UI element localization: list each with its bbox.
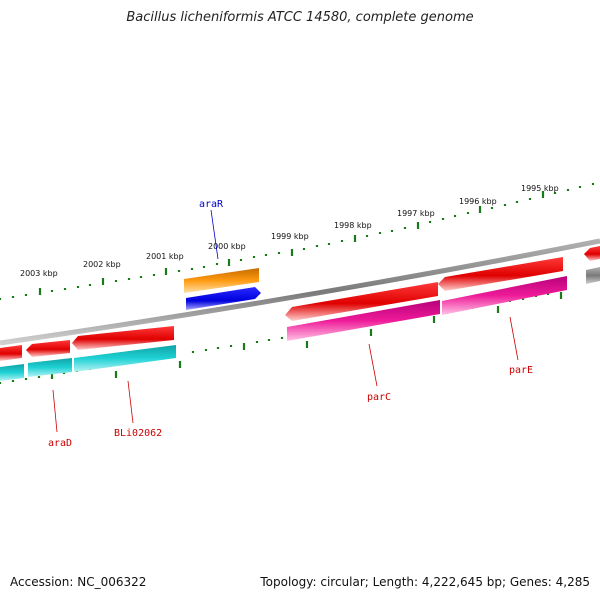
outer-tick-ring [0,183,595,300]
leader-line-parc [368,343,378,387]
gene-arrow-left-edge[interactable] [0,345,22,361]
genome-backbone [0,238,600,346]
gene-arrow-parc[interactable] [285,282,438,321]
cds-bli02062-cyan[interactable] [74,345,176,372]
forward-gene-track [0,246,600,361]
gene-arrow-arar-blue[interactable] [186,287,261,310]
kbp-label-2002: 2002 kbp [83,260,121,269]
kbp-label-2001: 2001 kbp [146,252,184,261]
kbp-label-2000: 2000 kbp [208,242,246,251]
gene-arrow-pare[interactable] [438,257,563,291]
cds-right-edge-gray[interactable] [586,267,600,284]
accession-label: Accession: NC_006322 [10,575,147,589]
kbp-label-1995: 1995 kbp [521,184,559,193]
kbp-label-1999: 1999 kbp [271,232,309,241]
cds-left-edge-cyan[interactable] [0,364,24,381]
gene-label-parc[interactable]: parC [367,392,391,403]
leader-line-bli02062 [127,380,134,424]
gene-arrow-bli02062[interactable] [72,326,174,350]
reverse-gene-track [0,267,600,381]
genome-summary: Topology: circular; Length: 4,222,645 bp… [260,575,590,589]
gene-label-bli02062[interactable]: BLi02062 [114,428,162,439]
cds-pare-magenta[interactable] [442,276,567,315]
gene-label-pare[interactable]: parE [509,365,533,376]
kbp-label-1998: 1998 kbp [334,221,372,230]
leader-line-pare [509,316,519,361]
gene-label-arar[interactable]: araR [199,199,224,210]
map-title: Bacillus licheniformis ATCC 14580, compl… [126,10,474,25]
leader-line-arad [52,389,58,433]
gene-label-arad[interactable]: araD [48,438,72,449]
kbp-label-1997: 1997 kbp [397,209,435,218]
cds-arad-cyan[interactable] [28,358,72,377]
cds-parc-magenta[interactable] [287,300,440,341]
gene-arar-orange[interactable] [184,268,259,293]
gene-arrow-right-edge[interactable] [584,246,600,261]
leader-line-arar [210,209,219,260]
kbp-label-2003: 2003 kbp [20,269,58,278]
kbp-label-1996: 1996 kbp [459,197,497,206]
gene-arrow-arad[interactable] [26,340,70,357]
